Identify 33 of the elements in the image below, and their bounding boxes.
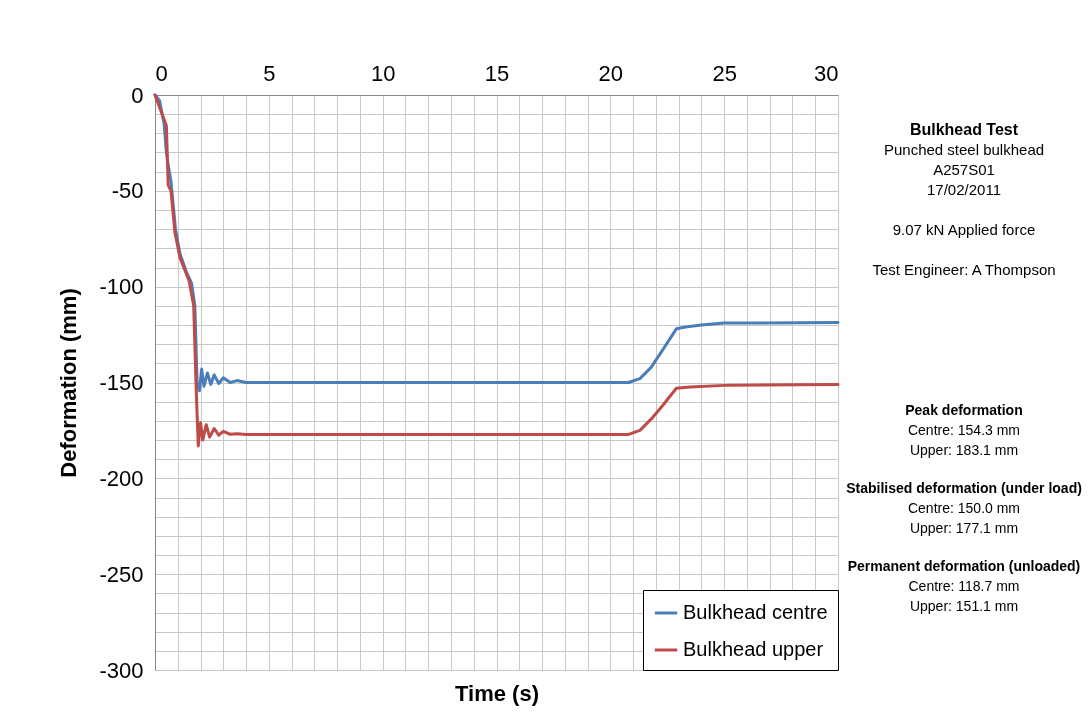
text: Centre: 154.3 mm [906,421,1022,440]
y-tick-label: -100 [99,274,144,300]
x-axis-title: Time (s) [455,680,539,706]
x-tick-label: 30 [814,60,839,86]
text: Test Engineer: A Thompson [871,260,1057,280]
text: Centre: 118.7 mm [907,577,1021,596]
x-tick-label: 5 [263,60,276,86]
text: 9.07 kN Applied force [891,220,1037,240]
y-axis-title: Deformation (mm) [56,288,82,478]
text: Upper: 183.1 mm [908,441,1020,460]
text: Stabilised deformation (under load) [845,479,1083,498]
text: Permanent deformation (unloaded) [846,557,1082,576]
x-tick-label: 15 [484,60,510,86]
legend-label: Bulkhead upper [683,638,824,660]
x-tick-label: 10 [370,60,396,86]
text: Peak deformation [904,401,1024,420]
x-tick-label: 20 [598,60,624,86]
text: Upper: 151.1 mm [908,597,1020,616]
x-tick-label: 25 [712,60,737,86]
y-tick-label: -50 [111,178,144,204]
y-tick-label: -300 [99,657,144,683]
x-tick-label: 0 [155,60,168,86]
y-tick-label: -250 [99,561,144,587]
y-tick-label: -200 [99,465,144,491]
text: A257S01 [932,160,996,180]
text: Bulkhead Test [908,120,1020,140]
legend-label: Bulkhead centre [683,601,828,623]
text: 17/02/2011 [926,180,1002,200]
text: Upper: 177.1 mm [908,519,1020,538]
y-tick-label: -150 [99,370,144,395]
text: Centre: 150.0 mm [906,499,1022,518]
y-tick-label: 0 [131,82,144,108]
text: Punched steel bulkhead [882,140,1046,160]
